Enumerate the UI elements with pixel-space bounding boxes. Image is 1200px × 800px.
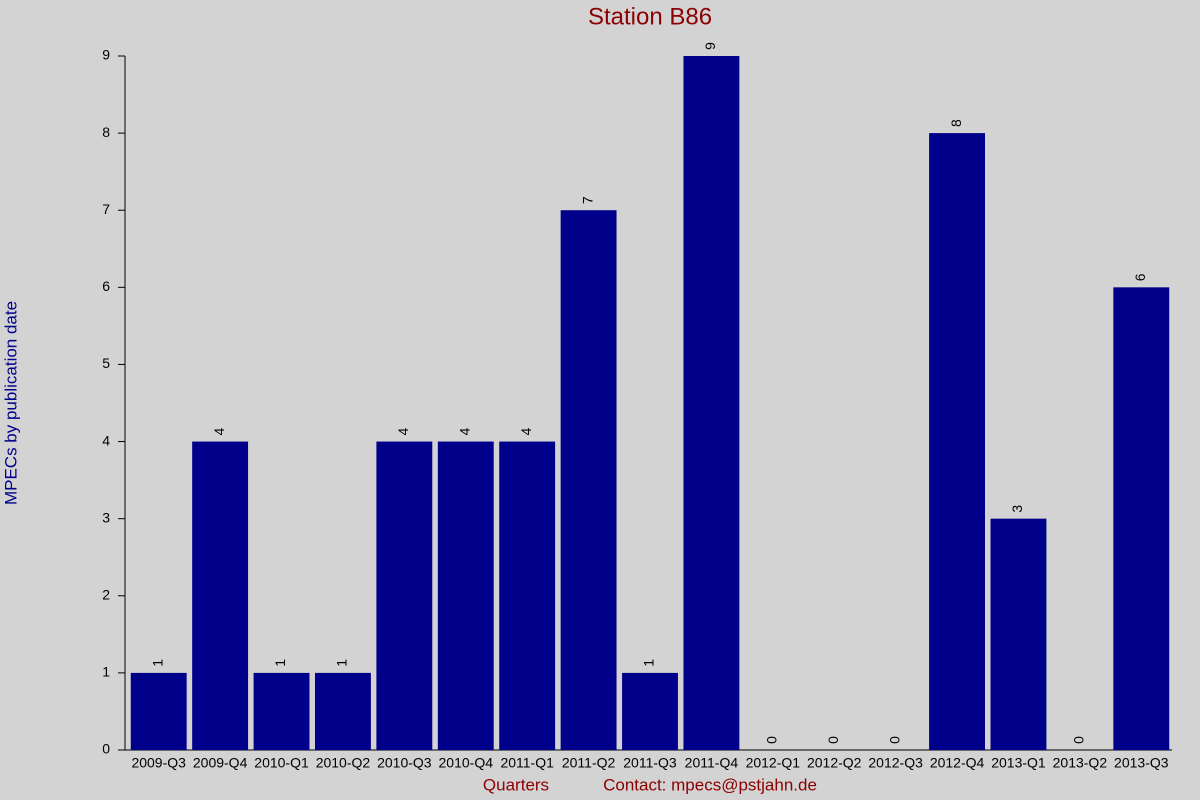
x-tick-label: 2012-Q1 (746, 755, 801, 771)
x-tick-label: 2010-Q3 (377, 755, 432, 771)
x-tick-label: 2012-Q4 (930, 755, 985, 771)
data-label: 4 (456, 427, 472, 435)
bar (130, 672, 187, 750)
bar (437, 441, 494, 750)
data-label: 9 (702, 42, 718, 50)
data-label: 3 (1009, 505, 1025, 513)
data-label: 1 (272, 659, 288, 667)
x-tick-label: 2009-Q3 (131, 755, 186, 771)
bar (683, 56, 740, 750)
chart-title: Station B86 (588, 3, 712, 30)
data-label: 1 (641, 659, 657, 667)
x-tick-label: 2010-Q4 (439, 755, 494, 771)
x-tick-label: 2013-Q3 (1114, 755, 1169, 771)
x-axis-title: Quarters (483, 775, 549, 794)
data-label: 7 (579, 196, 595, 204)
y-tick-label: 1 (102, 664, 110, 680)
data-label: 8 (948, 119, 964, 127)
x-tick-label: 2009-Q4 (193, 755, 248, 771)
x-tick-label: 2011-Q1 (500, 755, 554, 771)
annotation: Contact: mpecs@pstjahn.de (603, 775, 817, 794)
y-tick-label: 4 (102, 432, 110, 448)
y-tick-label: 8 (102, 124, 110, 140)
y-tick-label: 2 (102, 586, 110, 602)
x-tick-label: 2011-Q4 (685, 755, 739, 771)
y-tick-label: 6 (102, 278, 110, 294)
x-tick-label: 2011-Q2 (562, 755, 616, 771)
y-tick-label: 0 (102, 741, 110, 757)
y-axis-title: MPECs by publication date (1, 301, 20, 505)
data-label: 4 (211, 427, 227, 435)
bar (929, 133, 986, 751)
bar (192, 441, 249, 750)
data-label: 4 (395, 427, 411, 435)
x-tick-label: 2013-Q1 (991, 755, 1046, 771)
bar (622, 672, 678, 750)
data-label: 1 (334, 659, 350, 667)
y-tick-label: 5 (102, 355, 110, 371)
data-label: 0 (886, 736, 902, 744)
bar (990, 518, 1047, 750)
data-label: 6 (1132, 273, 1148, 281)
bar (376, 441, 433, 750)
y-tick-label: 9 (102, 47, 110, 63)
y-tick-label: 7 (102, 201, 110, 217)
x-tick-label: 2012-Q3 (868, 755, 923, 771)
bar (499, 441, 556, 750)
x-tick-label: 2010-Q1 (254, 755, 309, 771)
bar (314, 672, 371, 750)
y-tick-label: 3 (102, 509, 110, 525)
data-label: 0 (1071, 736, 1087, 744)
x-tick-label: 2013-Q2 (1053, 755, 1108, 771)
x-tick-label: 2011-Q3 (623, 755, 677, 771)
x-tick-label: 2012-Q2 (807, 755, 862, 771)
data-label: 1 (149, 659, 165, 667)
bar (560, 210, 617, 750)
x-tick-label: 2010-Q2 (316, 755, 371, 771)
data-label: 0 (825, 736, 841, 744)
bar (1113, 287, 1170, 750)
data-label: 4 (518, 427, 534, 435)
data-label: 0 (764, 736, 780, 744)
bar (253, 672, 310, 750)
